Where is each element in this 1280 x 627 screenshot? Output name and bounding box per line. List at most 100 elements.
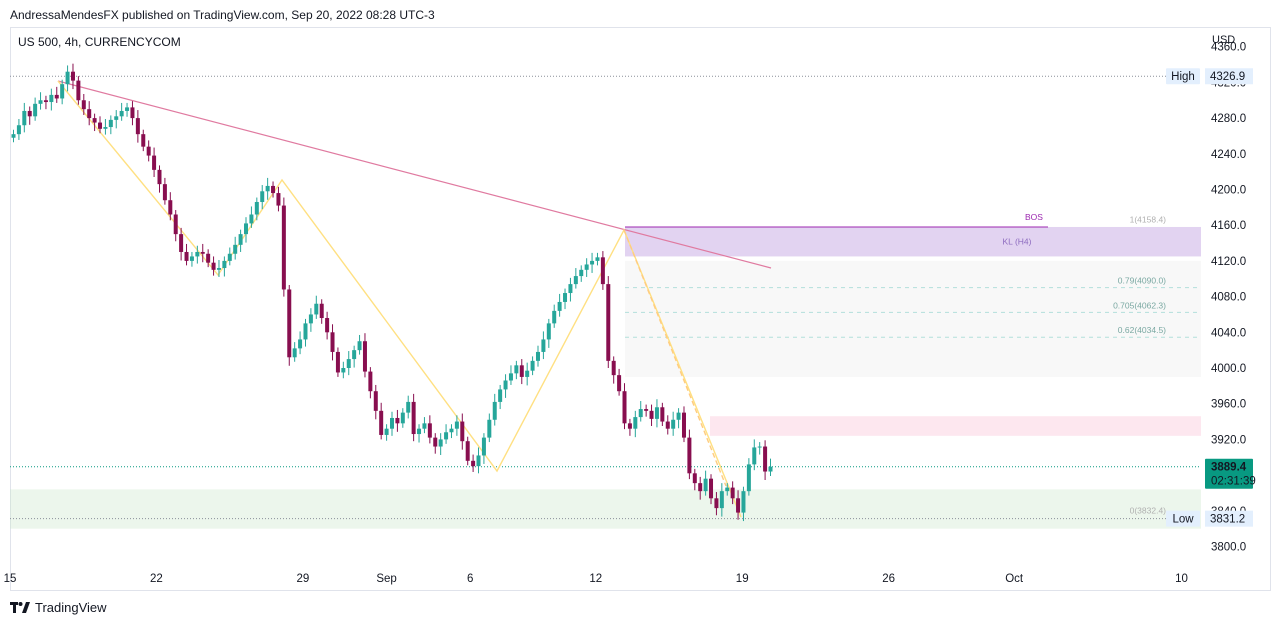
symbol-title[interactable]: US 500, 4h, CURRENCYCOM bbox=[18, 35, 181, 49]
candle-body bbox=[433, 437, 438, 447]
candle-body bbox=[508, 373, 513, 381]
low-value: 3831.2 bbox=[1210, 514, 1245, 526]
candle-body bbox=[233, 244, 238, 254]
candle-body bbox=[654, 407, 659, 419]
candle-body bbox=[530, 360, 535, 371]
candle-body bbox=[341, 368, 346, 373]
candle-body bbox=[454, 421, 459, 429]
time-axis: 15 22 29 Sep 6 12 19 26 Oct 10 bbox=[4, 573, 1188, 585]
low-value-tag bbox=[1205, 510, 1253, 527]
y-tick-label: 4200.0 bbox=[1211, 185, 1246, 197]
candle-body bbox=[449, 428, 454, 433]
candle-body bbox=[254, 201, 259, 215]
fib-label: 0(3832.4) bbox=[1130, 506, 1167, 516]
candle-body bbox=[238, 234, 243, 245]
x-tick-label: 22 bbox=[150, 573, 163, 585]
candle-body bbox=[644, 409, 649, 411]
candle-body bbox=[114, 116, 119, 120]
candle-body bbox=[335, 351, 340, 373]
tradingview-brand[interactable]: TradingView bbox=[10, 600, 107, 615]
candle-body bbox=[108, 119, 113, 128]
candle-body bbox=[590, 260, 595, 265]
candle-body bbox=[33, 103, 38, 117]
candle-body bbox=[265, 185, 270, 192]
candle-body bbox=[162, 184, 167, 201]
candle-body bbox=[627, 423, 632, 429]
candle-body bbox=[70, 71, 75, 81]
zone-box bbox=[625, 226, 1201, 257]
candle-body bbox=[525, 370, 530, 377]
candle-body bbox=[119, 110, 124, 117]
tradingview-logo-icon bbox=[10, 601, 30, 613]
candle-body bbox=[60, 84, 65, 99]
candle-body bbox=[498, 389, 503, 402]
candle-body bbox=[617, 375, 622, 392]
y-tick-label: 4120.0 bbox=[1211, 256, 1246, 268]
candle-body bbox=[552, 310, 557, 324]
candles-layer bbox=[11, 63, 773, 522]
candle-body bbox=[611, 360, 616, 376]
candle-body bbox=[319, 303, 324, 319]
candle-body bbox=[325, 318, 330, 333]
candle-body bbox=[568, 284, 573, 294]
candle-body bbox=[384, 428, 389, 435]
candle-body bbox=[444, 432, 449, 440]
y-tick-label: 4080.0 bbox=[1211, 292, 1246, 304]
candle-body bbox=[179, 234, 184, 252]
bar-countdown: 02:31:39 bbox=[1211, 476, 1256, 488]
candle-body bbox=[546, 323, 551, 340]
candle-body bbox=[681, 412, 686, 438]
candle-body bbox=[222, 260, 227, 269]
chart-frame bbox=[10, 27, 1271, 591]
y-tick-label: 3920.0 bbox=[1211, 434, 1246, 446]
candle-body bbox=[687, 437, 692, 474]
current-price-value: 3889.4 bbox=[1211, 462, 1247, 474]
candle-body bbox=[406, 401, 411, 413]
high-tag bbox=[1166, 68, 1200, 85]
candle-body bbox=[287, 289, 292, 358]
candle-body bbox=[103, 127, 108, 129]
candle-body bbox=[719, 491, 724, 509]
candle-body bbox=[692, 473, 697, 484]
y-tick-label: 3800.0 bbox=[1211, 542, 1246, 554]
candle-body bbox=[573, 276, 578, 285]
candle-body bbox=[189, 256, 194, 261]
candle-body bbox=[487, 419, 492, 438]
candle-body bbox=[130, 107, 135, 119]
candle-body bbox=[81, 100, 86, 110]
candle-body bbox=[314, 303, 319, 315]
publish-info: AndressaMendesFX published on TradingVie… bbox=[10, 8, 435, 22]
price-axis: 3800.03840.03880.03920.03960.04000.04040… bbox=[1211, 42, 1246, 554]
candle-body bbox=[184, 251, 189, 261]
candle-body bbox=[481, 437, 486, 456]
candle-body bbox=[308, 314, 313, 324]
candle-body bbox=[514, 365, 519, 374]
fib-label: 0.79(4090.0) bbox=[1118, 276, 1166, 286]
candle-body bbox=[303, 323, 308, 340]
candle-body bbox=[135, 118, 140, 135]
candle-body bbox=[400, 412, 405, 424]
candle-body bbox=[357, 341, 362, 351]
candle-body bbox=[746, 464, 751, 492]
current-price-tag bbox=[1205, 458, 1253, 489]
candle-body bbox=[200, 251, 205, 254]
candle-body bbox=[665, 421, 670, 429]
candle-body bbox=[671, 419, 676, 429]
candle-body bbox=[22, 110, 27, 126]
x-tick-label: Sep bbox=[376, 573, 396, 585]
candle-body bbox=[298, 339, 303, 349]
candle-body bbox=[730, 487, 735, 499]
candle-body bbox=[725, 487, 730, 492]
candle-body bbox=[438, 439, 443, 447]
candle-body bbox=[595, 257, 600, 261]
candle-body bbox=[417, 428, 422, 435]
candle-body bbox=[379, 410, 384, 435]
candle-body bbox=[390, 417, 394, 429]
candle-body bbox=[703, 478, 708, 492]
candle-body bbox=[763, 446, 768, 472]
y-tick-label: 4360.0 bbox=[1211, 42, 1246, 54]
candle-body bbox=[65, 71, 70, 85]
labels-layer: High 4326.9 Low 3831.2 3889.4 02:31:39 bbox=[1166, 68, 1256, 527]
candle-body bbox=[16, 125, 21, 135]
